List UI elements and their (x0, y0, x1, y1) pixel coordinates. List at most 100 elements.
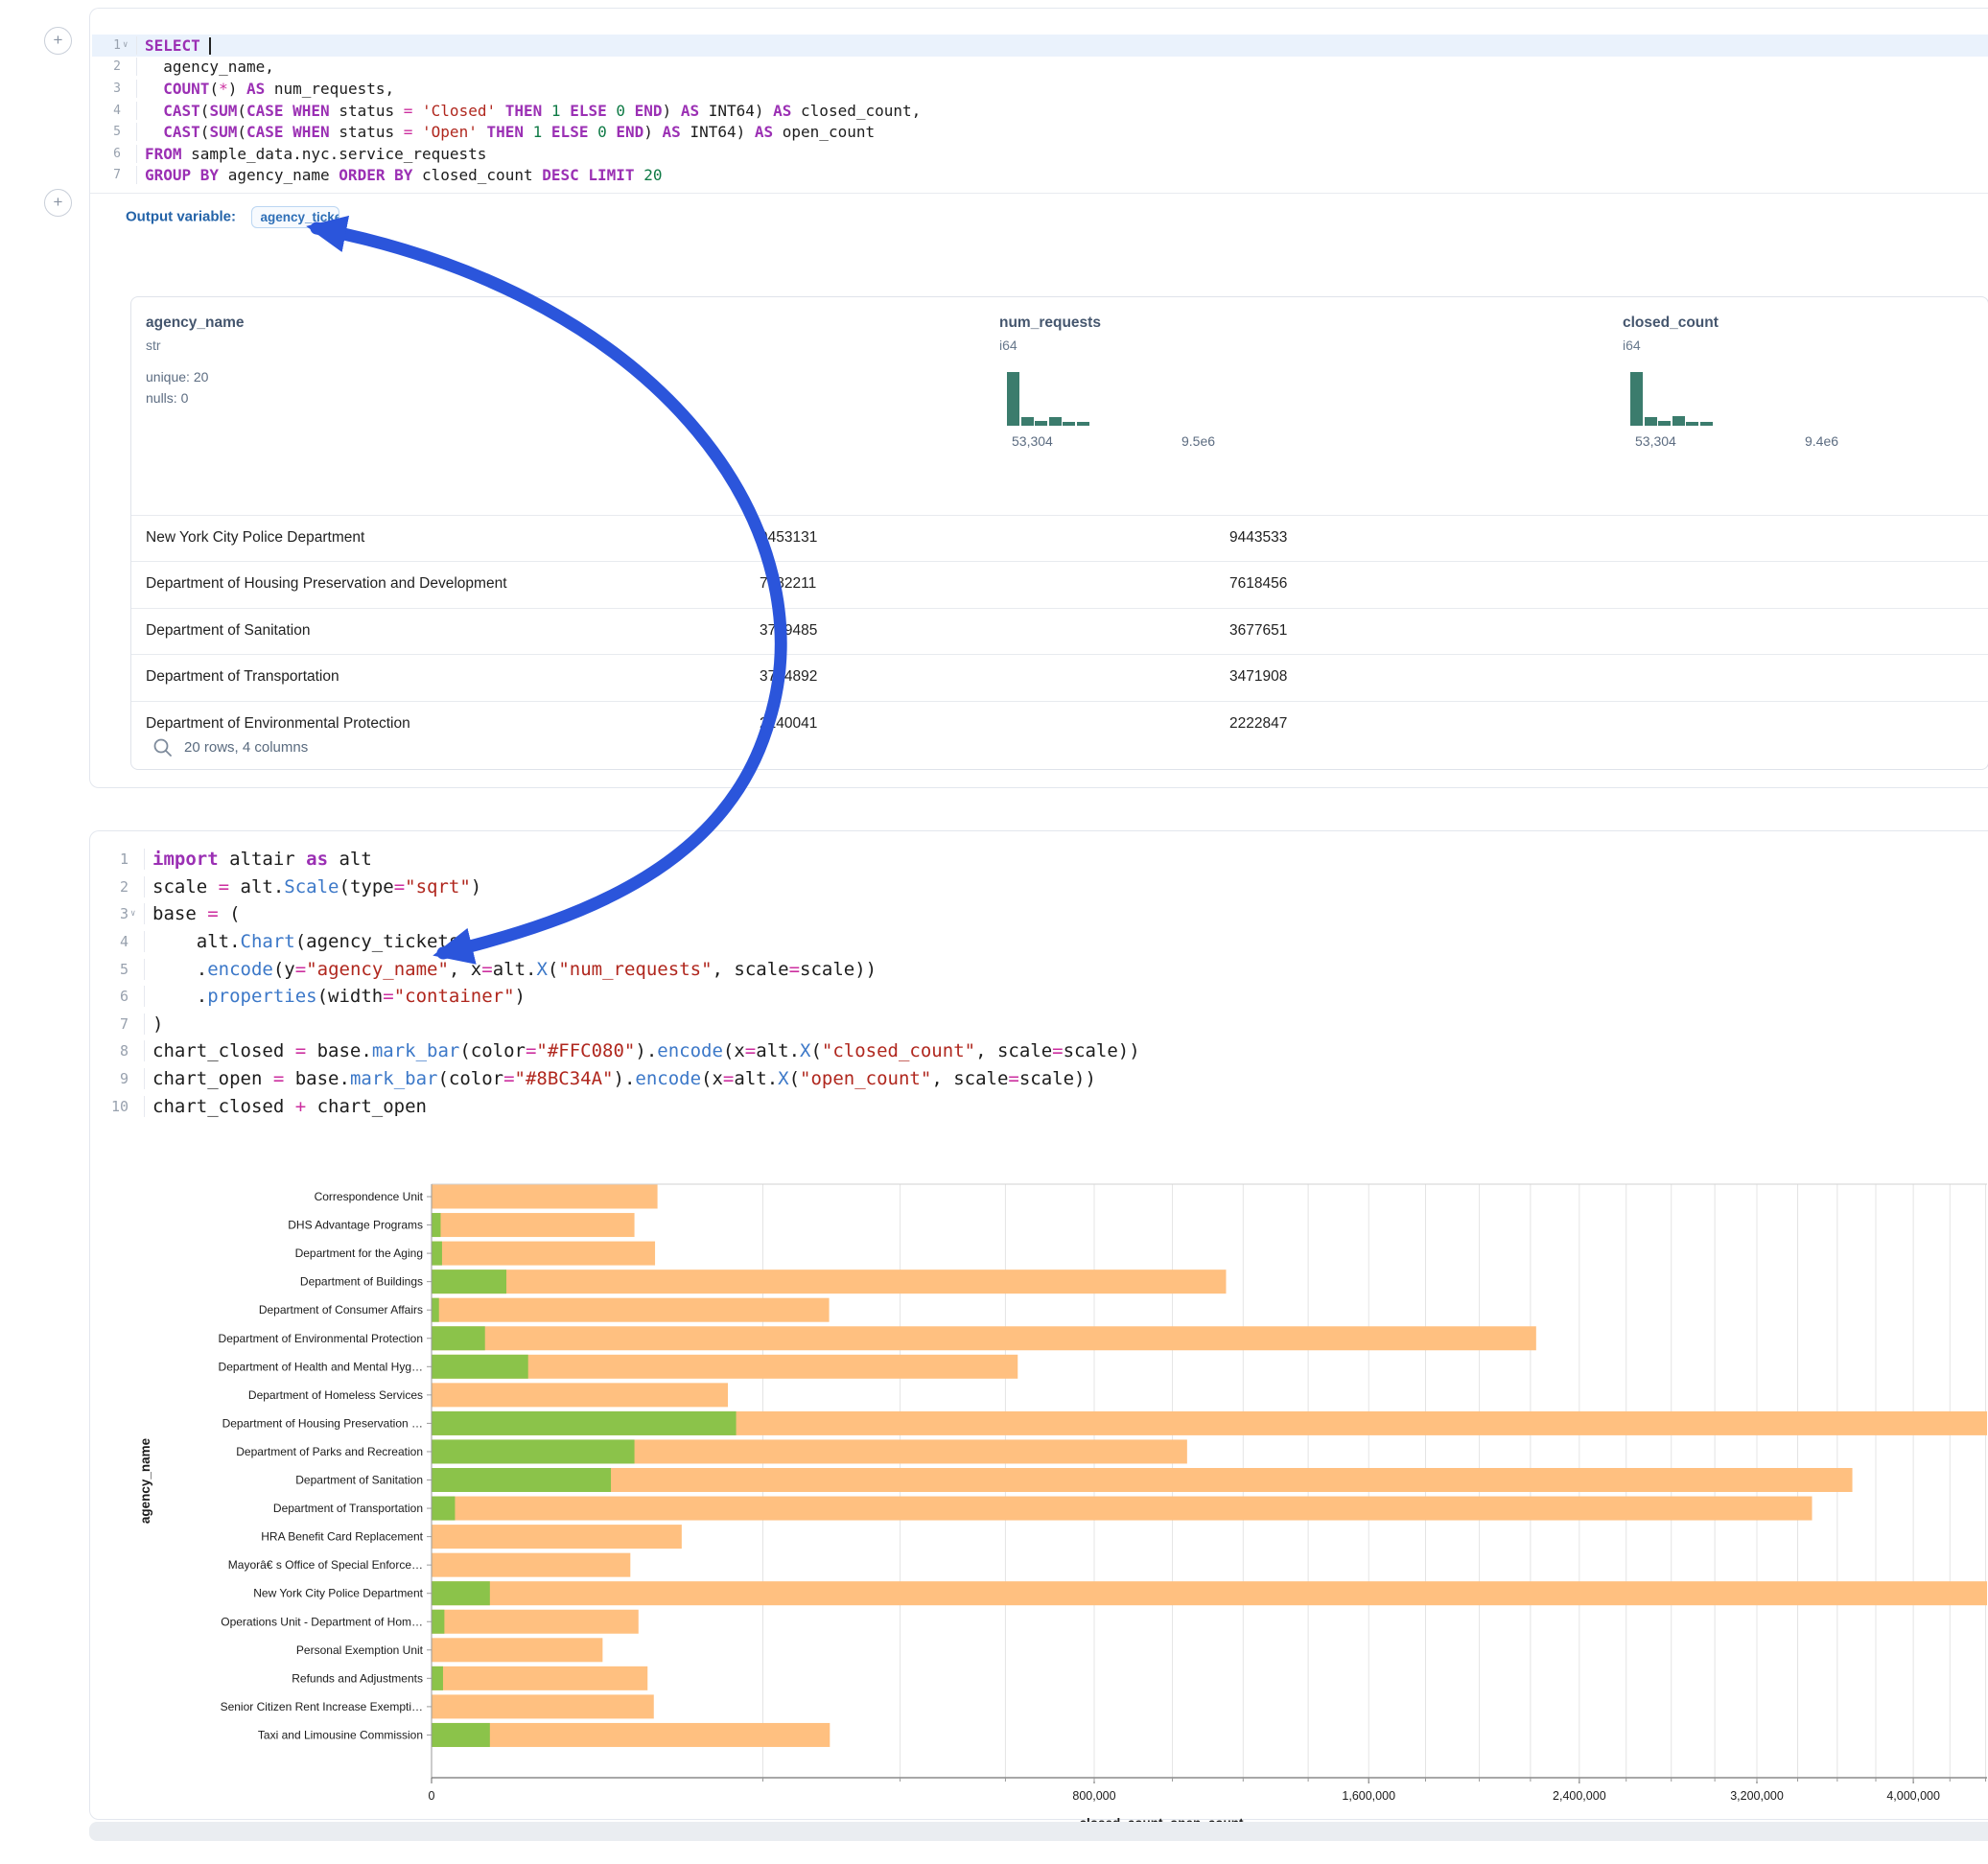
y-axis-label: Department of Housing Preservation … (222, 1416, 423, 1430)
gutter-spacer (121, 171, 132, 180)
output-variable-label: Output variable: (126, 208, 237, 225)
closed-count-bar (432, 1666, 648, 1690)
search-icon[interactable] (152, 737, 174, 758)
python-code-editor[interactable]: 1 import altair as alt 2 scale = alt.Scal… (96, 846, 1988, 1120)
gutter-spacer (129, 1046, 140, 1056)
code-line[interactable]: 3 ∨ base = ( (96, 900, 1988, 928)
y-axis-label: Department of Homeless Services (248, 1388, 423, 1402)
code-text: FROM sample_data.nyc.service_requests (136, 144, 486, 163)
code-line[interactable]: 9 chart_open = base.mark_bar(color="#8BC… (96, 1065, 1988, 1093)
column-header-agency-name[interactable]: agency_name (146, 315, 245, 331)
code-line[interactable]: 4 alt.Chart(agency_tickets) (96, 928, 1988, 956)
line-number: 2 (113, 59, 121, 75)
num-requests-cell: 7782211 (760, 575, 817, 593)
table-row[interactable]: New York City Police Department 9453131 94… (131, 515, 1988, 561)
code-line[interactable]: 7 GROUP BY agency_name ORDER BY closed_c… (96, 165, 1988, 187)
code-line[interactable]: 4 CAST(SUM(CASE WHEN status = 'Closed' T… (96, 100, 1988, 122)
line-number: 3 (113, 81, 121, 96)
closed-count-bar (432, 1722, 830, 1747)
column-header-closed-count[interactable]: closed_count (1623, 315, 1719, 331)
code-line[interactable]: 10 chart_closed + chart_open (96, 1092, 1988, 1120)
collapsed-cell-bar[interactable] (89, 1822, 1988, 1841)
y-axis-label: Mayorâ€ s Office of Special Enforce… (228, 1558, 423, 1572)
add-cell-button-top[interactable]: + (44, 27, 72, 55)
open-count-bar (432, 1581, 490, 1606)
closed-count-bar (432, 1552, 631, 1577)
code-line[interactable]: 2 agency_name, (96, 57, 1988, 79)
code-line[interactable]: 5 .encode(y="agency_name", x=alt.X("num_… (96, 955, 1988, 983)
closed-count-bar (432, 1354, 1018, 1379)
num-requests-cell: 3749485 (760, 621, 818, 639)
line-number: 4 (113, 103, 121, 118)
y-axis-label: DHS Advantage Programs (288, 1219, 423, 1232)
code-line[interactable]: 5 CAST(SUM(CASE WHEN status = 'Open' THE… (96, 121, 1988, 143)
code-text: GROUP BY agency_name ORDER BY closed_cou… (136, 166, 662, 185)
code-line[interactable]: 3 COUNT(*) AS num_requests, (96, 78, 1988, 100)
collapse-chevron-icon[interactable]: ∨ (130, 909, 136, 920)
line-number: 7 (119, 1014, 129, 1033)
agency-name-cell: Department of Transportation (146, 668, 339, 686)
code-text: alt.Chart(agency_tickets) (144, 931, 471, 953)
code-text: .properties(width="container") (144, 986, 526, 1008)
closed-count-bar (432, 1609, 639, 1634)
histogram-max-label: 9.5e6 (1181, 433, 1216, 449)
python-cell: 1 import altair as alt 2 scale = alt.Scal… (89, 830, 1988, 1830)
closed-count-bar (432, 1496, 1813, 1521)
code-line[interactable]: 6 .properties(width="container") (96, 983, 1988, 1011)
y-axis-label: Taxi and Limousine Commission (258, 1728, 423, 1741)
closed-count-bar (432, 1383, 729, 1408)
code-line[interactable]: 8 chart_closed = base.mark_bar(color="#F… (96, 1037, 1988, 1065)
y-axis-label: Personal Exemption Unit (296, 1643, 424, 1657)
num-requests-cell: 3774892 (760, 668, 818, 686)
column-header-num-requests[interactable]: num_requests (999, 315, 1101, 331)
gutter-spacer (129, 1102, 140, 1111)
line-number: 3 (119, 905, 129, 923)
chart-canvas: Correspondence Unit DHS Advantage Program… (138, 1183, 1987, 1830)
layered-bar-chart: Correspondence Unit DHS Advantage Program… (127, 1177, 1987, 1848)
line-number: 6 (113, 146, 121, 161)
open-count-bar (432, 1297, 439, 1322)
code-text: SELECT (136, 35, 211, 56)
gutter-spacer (121, 62, 132, 72)
line-number: 1 (119, 850, 129, 869)
line-number: 4 (119, 933, 129, 951)
histogram-bar (1672, 416, 1685, 426)
y-axis-label: Refunds and Adjustments (292, 1671, 423, 1685)
code-text: COUNT(*) AS num_requests, (136, 79, 394, 98)
closed-count-bar (432, 1326, 1536, 1351)
gutter-spacer (129, 854, 140, 864)
add-cell-button-middle[interactable]: + (44, 189, 72, 217)
closed-count-bar (432, 1270, 1227, 1294)
histogram-bar (1020, 417, 1034, 426)
code-line[interactable]: 1 ∨ SELECT (96, 35, 1988, 57)
histogram-bar (1644, 417, 1657, 426)
sql-code-editor[interactable]: 1 ∨ SELECT 2 agency_name, 3 COUNT(*) AS num… (96, 35, 1988, 186)
output-variable-row: Output variable: agency_tickets (126, 206, 340, 228)
agency-name-cell: Department of Housing Preservation and D… (146, 575, 507, 593)
code-line[interactable]: 2 scale = alt.Scale(type="sqrt") (96, 874, 1988, 901)
open-count-bar (432, 1326, 485, 1351)
table-row[interactable]: Department of Housing Preservation and D… (131, 561, 1988, 607)
gutter-spacer (121, 105, 132, 115)
code-text: import altair as alt (144, 849, 372, 871)
collapse-chevron-icon[interactable]: ∨ (123, 40, 129, 51)
line-number: 10 (110, 1097, 129, 1115)
output-variable-pill[interactable]: agency_tickets (251, 206, 340, 228)
code-text: ) (144, 1013, 163, 1035)
histogram-bar (1630, 372, 1643, 426)
y-axis-label: Department of Buildings (300, 1275, 423, 1289)
code-line[interactable]: 6 FROM sample_data.nyc.service_requests (96, 143, 1988, 165)
code-line[interactable]: 7 ) (96, 1011, 1988, 1038)
closed-count-cell: 3677651 (1229, 621, 1288, 639)
table-row[interactable]: Department of Transportation 3774892 34719… (131, 654, 1988, 700)
code-text: CAST(SUM(CASE WHEN status = 'Closed' THE… (136, 101, 921, 120)
open-count-bar (432, 1439, 635, 1464)
gutter-spacer (121, 128, 132, 137)
closed-count-bar (432, 1638, 603, 1663)
histogram-min-label: 53,304 (1012, 433, 1053, 449)
table-row[interactable]: Department of Sanitation 3749485 3677651 (131, 607, 1988, 654)
y-axis-label: Operations Unit - Department of Hom… (221, 1615, 423, 1628)
agency-name-cell: Department of Sanitation (146, 621, 311, 639)
code-line[interactable]: 1 import altair as alt (96, 846, 1988, 874)
open-count-bar (432, 1666, 443, 1690)
